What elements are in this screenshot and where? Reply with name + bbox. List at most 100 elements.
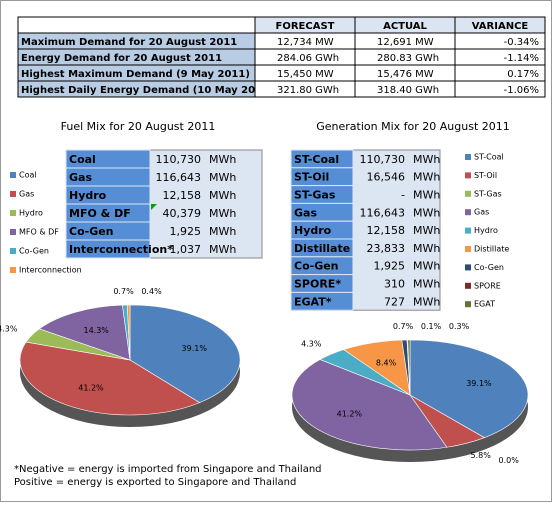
table-value: 40,379 (163, 207, 202, 220)
data-label: 41.2% (337, 410, 363, 419)
table-unit: MWh (413, 260, 440, 273)
table-value: 15,476 MW (377, 69, 434, 80)
table-value: - (401, 189, 405, 202)
data-label: 14.3% (83, 326, 109, 335)
table-value: 284.06 GWh (277, 53, 339, 64)
table-unit: MWh (413, 224, 440, 237)
table-value: 116,643 (360, 206, 406, 219)
footnote: Positive = energy is exported to Singapo… (14, 477, 296, 488)
table-value: 116,643 (156, 171, 202, 184)
table-unit: MWh (413, 242, 440, 255)
legend-swatch (10, 267, 16, 273)
table-value: 12,734 MW (277, 37, 334, 48)
chart-title: Fuel Mix for 20 August 2011 (61, 120, 216, 133)
table-unit: MWh (209, 189, 236, 202)
table-value: 280.83 GWh (377, 53, 439, 64)
data-label: 5.8% (471, 451, 492, 460)
legend-label: Gas (19, 190, 34, 199)
table-value: 12,158 (163, 189, 202, 202)
table-cell (454, 80, 546, 98)
legend-label: SPORE (474, 281, 501, 290)
row-label: MFO & DF (69, 207, 131, 220)
legend-label: Hydro (19, 209, 43, 218)
pie-slice (409, 339, 529, 439)
legend-swatch (10, 248, 16, 254)
table-cell (17, 16, 256, 34)
legend-swatch (465, 172, 471, 179)
row-label: Maximum Demand for 20 August 2011 (21, 37, 237, 48)
pie-slice (19, 341, 201, 416)
table-value: 12,158 (367, 224, 406, 237)
legend-label: EGAT (474, 300, 495, 309)
data-label: 0.3% (449, 322, 470, 331)
row-label: SPORE* (294, 278, 341, 291)
row-label: Hydro (294, 224, 332, 237)
row-label: Distillate (294, 242, 350, 255)
column-header: ACTUAL (383, 21, 427, 32)
table-value: -1.06% (504, 85, 539, 96)
table-value: 727 (384, 295, 405, 308)
data-label: 41.2% (78, 383, 104, 392)
table-unit: MWh (209, 207, 236, 220)
table-unit: MWh (413, 189, 440, 202)
legend-swatch (10, 229, 16, 235)
legend-swatch (465, 246, 471, 252)
row-label: Co-Gen (294, 260, 339, 273)
table-unit: MWh (413, 171, 440, 184)
table-value: 1,037 (170, 243, 202, 256)
table-unit: MWh (413, 295, 440, 308)
row-label: ST-Oil (294, 171, 329, 184)
row-label: Hydro (69, 189, 107, 202)
table-value: 1,925 (170, 225, 202, 238)
pie-slice (38, 304, 131, 361)
table-unit: MWh (209, 171, 236, 184)
legend-swatch (465, 282, 471, 289)
column-header: VARIANCE (472, 21, 529, 32)
legend-swatch (10, 191, 16, 197)
data-label: 4.3% (0, 324, 18, 333)
legend-swatch (465, 301, 471, 308)
data-label: 39.1% (466, 379, 492, 388)
table-unit: MWh (413, 153, 440, 166)
pie-slice (407, 339, 411, 396)
table-value: 318.40 GWh (377, 85, 439, 96)
legend-label: ST-Oil (474, 171, 497, 180)
data-label: 4.3% (301, 339, 322, 348)
table-value: 12,691 MW (377, 37, 434, 48)
row-label: Interconnection* (69, 243, 173, 256)
legend-swatch (465, 209, 471, 216)
table-value: -0.34% (504, 37, 539, 48)
table-value: 110,730 (156, 153, 202, 166)
row-label: Energy Demand for 20 August 2011 (21, 53, 222, 64)
table-value: 1,925 (374, 260, 406, 273)
table-value: -1.14% (504, 53, 539, 64)
legend-swatch (10, 210, 16, 216)
table-unit: MWh (209, 225, 236, 238)
data-label: 8.4% (376, 358, 397, 367)
legend-label: Co-Gen (474, 263, 504, 272)
table-value: 110,730 (360, 153, 406, 166)
row-label: Highest Daily Energy Demand (10 May 2011… (21, 85, 274, 96)
table-value: 0.17% (507, 69, 539, 80)
row-label: Gas (69, 171, 92, 184)
table-value: 310 (384, 278, 405, 291)
table-value: 23,833 (367, 242, 406, 255)
row-label: Highest Maximum Demand (9 May 2011) (21, 69, 250, 80)
table-value: 16,546 (367, 171, 406, 184)
legend-label: Hydro (474, 226, 498, 235)
row-label: Gas (294, 206, 317, 219)
row-label: Co-Gen (69, 225, 114, 238)
legend-swatch (10, 172, 16, 178)
legend-label: ST-Gas (474, 189, 502, 198)
footnote: *Negative = energy is imported from Sing… (14, 464, 322, 475)
data-label: 0.1% (421, 322, 442, 331)
row-label: Coal (69, 153, 96, 166)
data-label: 0.0% (499, 456, 520, 465)
chart-title: Generation Mix for 20 August 2011 (316, 120, 510, 133)
legend-label: MFO & DF (19, 228, 59, 237)
legend-label: Coal (19, 171, 37, 180)
table-unit: MWh (413, 206, 440, 219)
table-unit: MWh (209, 153, 236, 166)
legend-swatch (465, 264, 471, 271)
